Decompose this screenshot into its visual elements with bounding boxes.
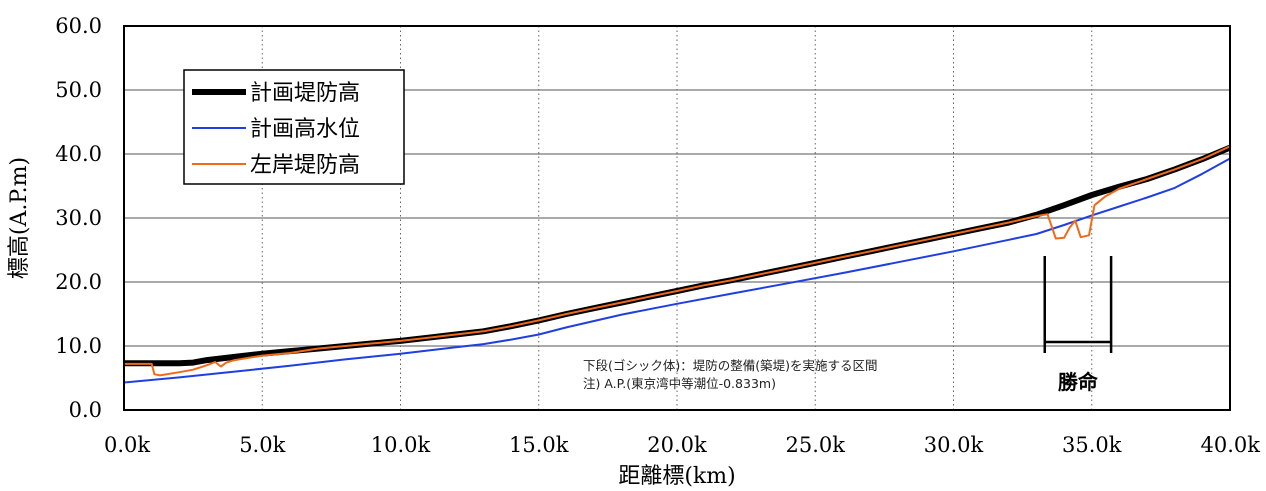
note-line-2: 注) A.P.(東京湾中等潮位-0.833m) xyxy=(583,376,776,391)
x-tick-label-7: 35.0k xyxy=(1062,433,1122,457)
x-tick-label-5: 25.0k xyxy=(786,433,846,457)
legend-label-0: 計画堤防高 xyxy=(250,81,360,106)
x-tick-label-3: 15.0k xyxy=(509,433,569,457)
x-tick-label-1: 5.0k xyxy=(239,433,285,457)
series-lines xyxy=(123,144,1232,384)
x-axis-title: 距離標(km) xyxy=(618,464,735,489)
x-tick-label-0: 0.0k xyxy=(104,433,150,457)
x-tick-label-8: 40.0k xyxy=(1201,433,1261,457)
y-tick-label-4: 40.0 xyxy=(55,142,102,166)
y-tick-label-5: 50.0 xyxy=(55,78,102,102)
series-line-2 xyxy=(124,145,1231,377)
x-tick-label-4: 20.0k xyxy=(647,433,707,457)
legend-label-2: 左岸堤防高 xyxy=(250,153,360,178)
y-tick-label-6: 60.0 xyxy=(55,14,102,38)
section-bracket: 勝命 xyxy=(1043,256,1113,394)
note-line-1: 下段(ゴシック体)：堤防の整備(築堤)を実施する区間 xyxy=(583,358,878,373)
x-tick-label-2: 10.0k xyxy=(371,433,431,457)
y-tick-label-1: 10.0 xyxy=(55,334,102,358)
x-tick-label-6: 30.0k xyxy=(924,433,984,457)
y-tick-labels: 0.0 10.0 20.0 30.0 40.0 50.0 60.0 xyxy=(55,14,102,422)
legend-label-1: 計画高水位 xyxy=(250,117,360,142)
series-line-1 xyxy=(123,157,1231,384)
y-tick-label-3: 30.0 xyxy=(55,206,102,230)
y-tick-label-2: 20.0 xyxy=(55,270,102,294)
x-tick-labels: 0.0k 5.0k 10.0k 15.0k 20.0k 25.0k 30.0k 35.0k 40… xyxy=(104,433,1260,457)
y-axis-title: 標高(A.P.m) xyxy=(7,157,32,279)
plot-frame xyxy=(123,25,1231,411)
section-label: 勝命 xyxy=(1058,370,1099,394)
y-tick-label-0: 0.0 xyxy=(69,398,102,422)
